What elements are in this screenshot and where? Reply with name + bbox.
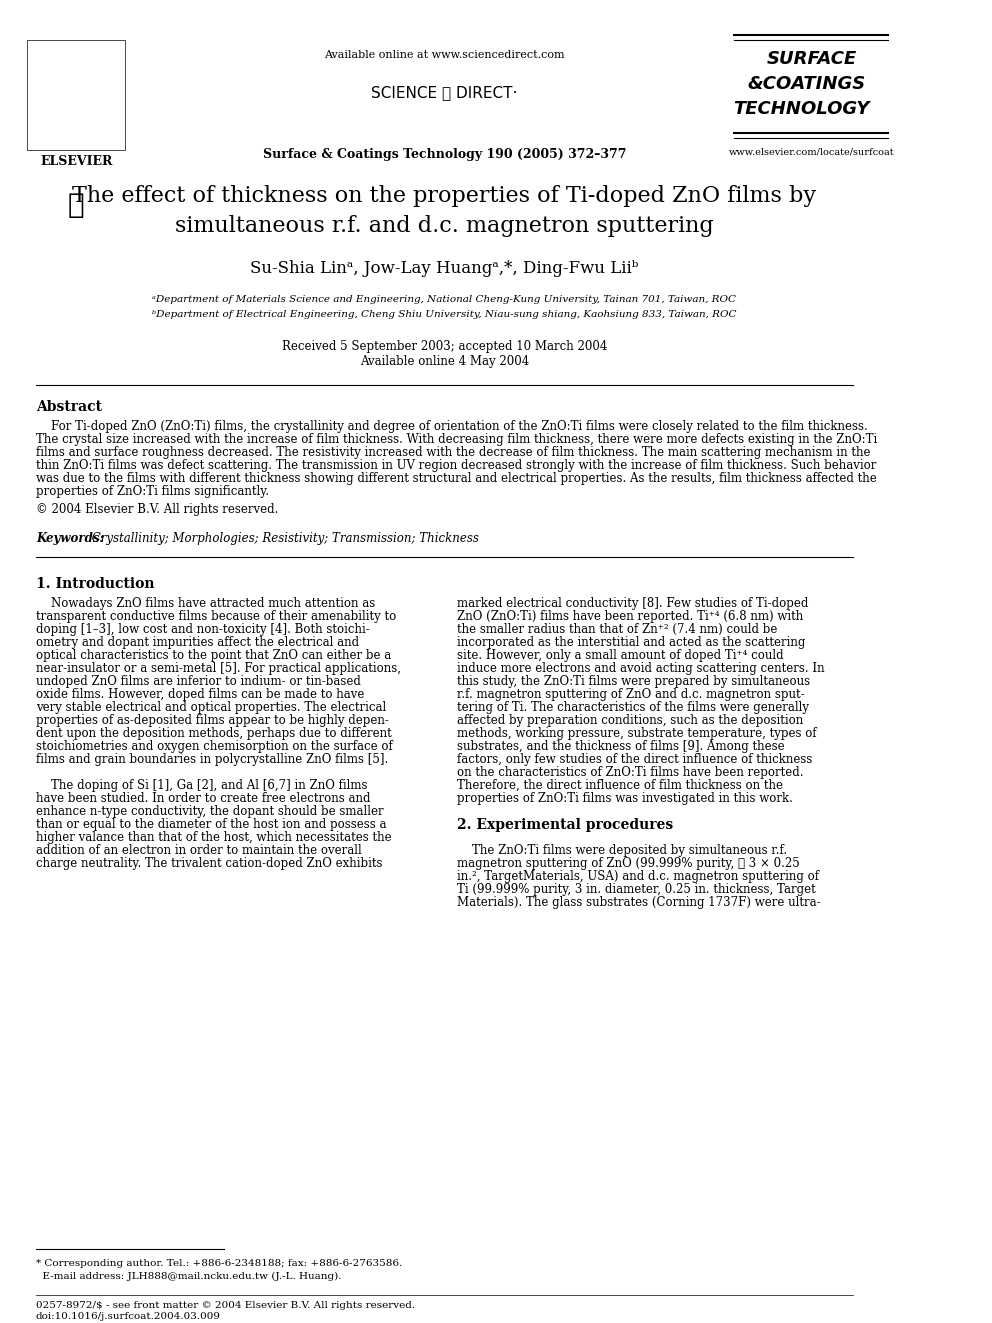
Text: tering of Ti. The characteristics of the films were generally: tering of Ti. The characteristics of the… xyxy=(456,701,808,714)
Text: properties of ZnO:Ti films was investigated in this work.: properties of ZnO:Ti films was investiga… xyxy=(456,792,793,806)
Text: Received 5 September 2003; accepted 10 March 2004: Received 5 September 2003; accepted 10 M… xyxy=(282,340,607,353)
Text: doi:10.1016/j.surfcoat.2004.03.009: doi:10.1016/j.surfcoat.2004.03.009 xyxy=(36,1311,221,1320)
Text: 1. Introduction: 1. Introduction xyxy=(36,577,155,591)
Text: * Corresponding author. Tel.: +886-6-2348188; fax: +886-6-2763586.: * Corresponding author. Tel.: +886-6-234… xyxy=(36,1258,402,1267)
Text: near-insulator or a semi-metal [5]. For practical applications,: near-insulator or a semi-metal [5]. For … xyxy=(36,663,401,675)
Text: doping [1–3], low cost and non-toxicity [4]. Both stoichi-: doping [1–3], low cost and non-toxicity … xyxy=(36,623,370,636)
Text: Materials). The glass substrates (Corning 1737F) were ultra-: Materials). The glass substrates (Cornin… xyxy=(456,896,820,909)
Text: simultaneous r.f. and d.c. magnetron sputtering: simultaneous r.f. and d.c. magnetron spu… xyxy=(175,214,713,237)
Text: The ZnO:Ti films were deposited by simultaneous r.f.: The ZnO:Ti films were deposited by simul… xyxy=(456,844,787,857)
Text: Surface & Coatings Technology 190 (2005) 372–377: Surface & Coatings Technology 190 (2005)… xyxy=(263,148,626,161)
Text: films and grain boundaries in polycrystalline ZnO films [5].: films and grain boundaries in polycrysta… xyxy=(36,753,388,766)
Text: enhance n-type conductivity, the dopant should be smaller: enhance n-type conductivity, the dopant … xyxy=(36,806,384,818)
Text: r.f. magnetron sputtering of ZnO and d.c. magnetron sput-: r.f. magnetron sputtering of ZnO and d.c… xyxy=(456,688,805,701)
Text: than or equal to the diameter of the host ion and possess a: than or equal to the diameter of the hos… xyxy=(36,818,386,831)
Text: ELSEVIER: ELSEVIER xyxy=(40,155,112,168)
Text: incorporated as the interstitial and acted as the scattering: incorporated as the interstitial and act… xyxy=(456,636,806,650)
Text: factors, only few studies of the direct influence of thickness: factors, only few studies of the direct … xyxy=(456,753,812,766)
Text: Therefore, the direct influence of film thickness on the: Therefore, the direct influence of film … xyxy=(456,779,783,792)
Text: methods, working pressure, substrate temperature, types of: methods, working pressure, substrate tem… xyxy=(456,728,816,741)
Text: optical characteristics to the point that ZnO can either be a: optical characteristics to the point tha… xyxy=(36,650,391,663)
Text: thin ZnO:Ti films was defect scattering. The transmission in UV region decreased: thin ZnO:Ti films was defect scattering.… xyxy=(36,459,876,471)
Text: Available online 4 May 2004: Available online 4 May 2004 xyxy=(360,355,529,368)
Text: stoichiometries and oxygen chemisorption on the surface of: stoichiometries and oxygen chemisorption… xyxy=(36,741,393,753)
Text: Su-Shia Linᵃ, Jow-Lay Huangᵃ,*, Ding-Fwu Liiᵇ: Su-Shia Linᵃ, Jow-Lay Huangᵃ,*, Ding-Fwu… xyxy=(250,259,639,277)
Text: affected by preparation conditions, such as the deposition: affected by preparation conditions, such… xyxy=(456,714,804,728)
Text: properties of as-deposited films appear to be highly depen-: properties of as-deposited films appear … xyxy=(36,714,389,728)
Text: Ti (99.999% purity, 3 in. diameter, 0.25 in. thickness, Target: Ti (99.999% purity, 3 in. diameter, 0.25… xyxy=(456,884,815,896)
Text: TECHNOLOGY: TECHNOLOGY xyxy=(733,101,870,118)
Text: films and surface roughness decreased. The resistivity increased with the decrea: films and surface roughness decreased. T… xyxy=(36,446,870,459)
Text: in.², TargetMaterials, USA) and d.c. magnetron sputtering of: in.², TargetMaterials, USA) and d.c. mag… xyxy=(456,871,818,884)
Text: have been studied. In order to create free electrons and: have been studied. In order to create fr… xyxy=(36,792,370,806)
Text: Keywords:: Keywords: xyxy=(36,532,104,545)
Text: For Ti-doped ZnO (ZnO:Ti) films, the crystallinity and degree of orientation of : For Ti-doped ZnO (ZnO:Ti) films, the cry… xyxy=(36,419,868,433)
Text: The crystal size increased with the increase of film thickness. With decreasing : The crystal size increased with the incr… xyxy=(36,433,877,446)
Text: higher valance than that of the host, which necessitates the: higher valance than that of the host, wh… xyxy=(36,831,392,844)
Text: site. However, only a small amount of doped Ti⁺⁴ could: site. However, only a small amount of do… xyxy=(456,650,784,663)
Text: www.elsevier.com/locate/surfcoat: www.elsevier.com/locate/surfcoat xyxy=(729,148,895,157)
Text: The effect of thickness on the properties of Ti-doped ZnO films by: The effect of thickness on the propertie… xyxy=(72,185,816,206)
Text: SCIENCE ⓐ DIRECT·: SCIENCE ⓐ DIRECT· xyxy=(371,85,518,101)
Text: 🌲: 🌲 xyxy=(67,191,84,218)
Text: SURFACE: SURFACE xyxy=(767,50,857,67)
Text: this study, the ZnO:Ti films were prepared by simultaneous: this study, the ZnO:Ti films were prepar… xyxy=(456,675,809,688)
Text: © 2004 Elsevier B.V. All rights reserved.: © 2004 Elsevier B.V. All rights reserved… xyxy=(36,503,278,516)
Text: &COATINGS: &COATINGS xyxy=(747,75,865,93)
Text: 0257-8972/$ - see front matter © 2004 Elsevier B.V. All rights reserved.: 0257-8972/$ - see front matter © 2004 El… xyxy=(36,1301,415,1310)
Text: 2. Experimental procedures: 2. Experimental procedures xyxy=(456,818,673,832)
Text: addition of an electron in order to maintain the overall: addition of an electron in order to main… xyxy=(36,844,361,857)
Text: on the characteristics of ZnO:Ti films have been reported.: on the characteristics of ZnO:Ti films h… xyxy=(456,766,804,779)
Text: ᵇDepartment of Electrical Engineering, Cheng Shiu University, Niau-sung shiang, : ᵇDepartment of Electrical Engineering, C… xyxy=(152,310,736,319)
Text: the smaller radius than that of Zn⁺² (7.4 nm) could be: the smaller radius than that of Zn⁺² (7.… xyxy=(456,623,777,636)
Text: marked electrical conductivity [8]. Few studies of Ti-doped: marked electrical conductivity [8]. Few … xyxy=(456,598,808,610)
Text: Available online at www.sciencedirect.com: Available online at www.sciencedirect.co… xyxy=(324,50,564,60)
Text: Crystallinity; Morphologies; Resistivity; Transmission; Thickness: Crystallinity; Morphologies; Resistivity… xyxy=(87,532,479,545)
Text: ZnO (ZnO:Ti) films have been reported. Ti⁺⁴ (6.8 nm) with: ZnO (ZnO:Ti) films have been reported. T… xyxy=(456,610,804,623)
Text: oxide films. However, doped films can be made to have: oxide films. However, doped films can be… xyxy=(36,688,364,701)
Text: ometry and dopant impurities affect the electrical and: ometry and dopant impurities affect the … xyxy=(36,636,359,650)
Text: The doping of Si [1], Ga [2], and Al [6,7] in ZnO films: The doping of Si [1], Ga [2], and Al [6,… xyxy=(36,779,367,792)
Text: substrates, and the thickness of films [9]. Among these: substrates, and the thickness of films [… xyxy=(456,741,785,753)
Text: very stable electrical and optical properties. The electrical: very stable electrical and optical prope… xyxy=(36,701,386,714)
Text: undoped ZnO films are inferior to indium- or tin-based: undoped ZnO films are inferior to indium… xyxy=(36,675,361,688)
Text: Nowadays ZnO films have attracted much attention as: Nowadays ZnO films have attracted much a… xyxy=(36,598,375,610)
Text: ᵃDepartment of Materials Science and Engineering, National Cheng-Kung University: ᵃDepartment of Materials Science and Eng… xyxy=(153,295,736,304)
Text: was due to the films with different thickness showing different structural and e: was due to the films with different thic… xyxy=(36,471,877,484)
Text: transparent conductive films because of their amenability to: transparent conductive films because of … xyxy=(36,610,396,623)
Text: E-mail address: JLH888@mail.ncku.edu.tw (J.-L. Huang).: E-mail address: JLH888@mail.ncku.edu.tw … xyxy=(36,1271,341,1281)
Bar xyxy=(27,40,125,149)
Text: magnetron sputtering of ZnO (99.999% purity, ⌀ 3 × 0.25: magnetron sputtering of ZnO (99.999% pur… xyxy=(456,857,800,871)
Text: properties of ZnO:Ti films significantly.: properties of ZnO:Ti films significantly… xyxy=(36,484,269,497)
Text: Abstract: Abstract xyxy=(36,400,102,414)
Text: induce more electrons and avoid acting scattering centers. In: induce more electrons and avoid acting s… xyxy=(456,663,824,675)
Text: charge neutrality. The trivalent cation-doped ZnO exhibits: charge neutrality. The trivalent cation-… xyxy=(36,857,382,871)
Text: dent upon the deposition methods, perhaps due to different: dent upon the deposition methods, perhap… xyxy=(36,728,392,741)
